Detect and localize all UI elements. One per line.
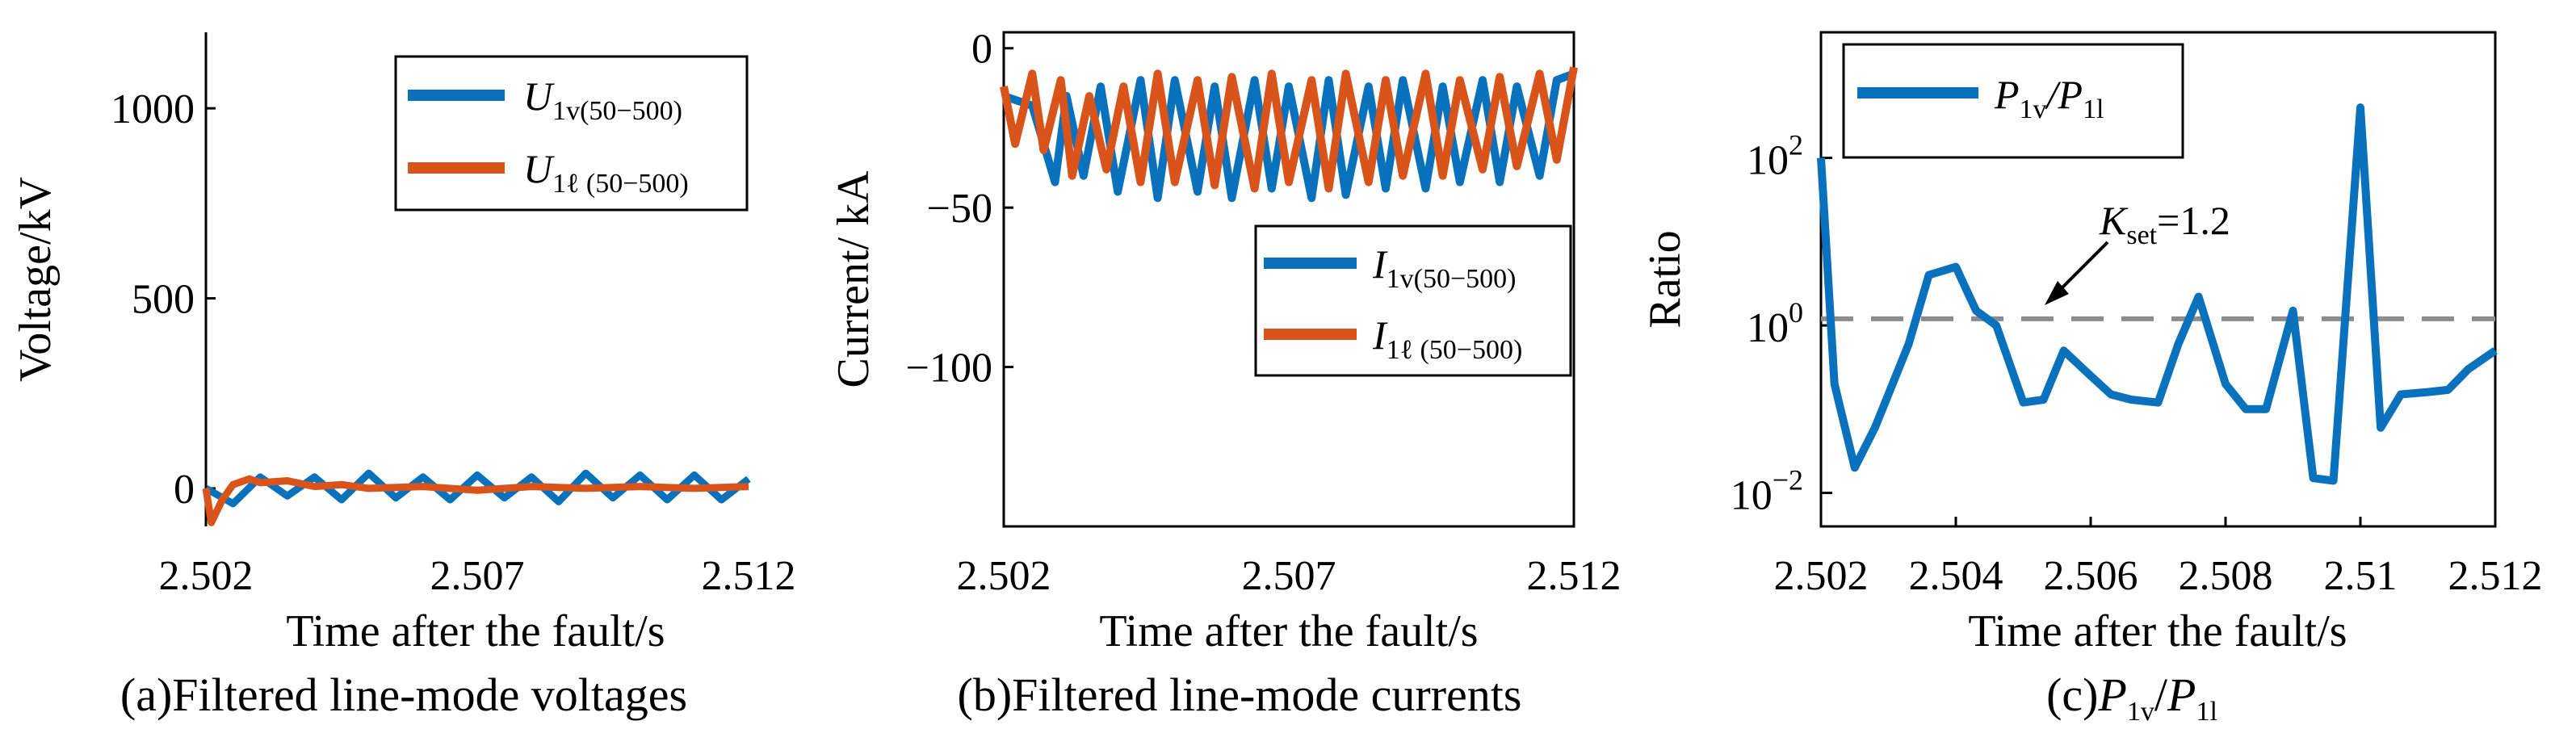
b-ytick-label: −50 [927,186,992,232]
a-series-line-0 [203,469,751,508]
threshold-arrow [2054,241,2109,296]
svg-text:U1ℓ (50−500): U1ℓ (50−500) [523,146,689,199]
c-series-line-0 [1817,103,2498,485]
b-xtick-label: 2.507 [1242,553,1336,599]
legend-a-label-0: U [523,73,555,119]
c-xtick-label: 2.502 [1774,553,1869,599]
svg-text:I1v(50−500): I1v(50−500) [1372,241,1516,294]
a-series-line-1 [202,475,749,526]
panel-a-legend: U1v(50−500) U1ℓ (50−500) [394,55,749,212]
legend-a-label-1: U [523,146,555,191]
c-ytick-label: 10−2 [1731,464,1803,519]
legend-b-sub-0: 1v(50−500) [1387,264,1517,294]
threshold-arrowhead [2045,281,2069,305]
threshold-label-value: =1.2 [2157,198,2230,243]
b-ytick-label: −100 [906,346,992,392]
c-xtick-label: 2.51 [2324,553,2398,599]
c-xtick-label: 2.506 [2044,553,2138,599]
a-ytick-label: 0 [174,467,195,513]
panel-a-caption: (a)Filtered line-mode voltages [120,668,687,721]
panel-c-ylabel: Ratio [1640,230,1690,328]
panel-c: 102 100 10−2 2.502 2.504 2.506 2.508 2.51 2.512… [1640,31,2543,727]
c-xtick-label: 2.504 [1909,553,2003,599]
threshold-annotation: Kset=1.2 [2045,198,2230,305]
a-ytick-label: 500 [132,277,195,323]
threshold-label-main: K [2099,198,2129,243]
panel-b: 0 −50 −100 2.502 2.507 2.512 Current/ kA Tim… [829,27,1622,721]
svg-text:I1ℓ (50−500): I1ℓ (50−500) [1372,312,1522,365]
panel-b-caption: (b)Filtered line-mode currents [958,668,1522,721]
c-ytick-label: 100 [1747,296,1803,351]
c-xtick-label: 2.508 [2179,553,2273,599]
c-xtick-label: 2.512 [2448,553,2543,599]
panel-a-ylabel: Voltage/kV [10,177,61,382]
legend-a-sub-1: 1ℓ (50−500) [552,169,689,199]
panel-c-caption: (c)P1v/P1l [2046,668,2217,727]
legend-a-sub-0: 1v(50−500) [552,96,682,126]
panel-c-legend: P1v/P1l [1842,43,2184,159]
legend-b-label-1: I [1372,312,1388,358]
panel-b-legend: I1v(50−500) I1ℓ (50−500) [1254,224,1572,377]
b-xtick-label: 2.502 [957,553,1051,599]
panel-a-xlabel: Time after the fault/s [286,606,665,656]
legend-b-sub-1: 1ℓ (50−500) [1387,335,1523,365]
svg-text:P1v/P1l: P1v/P1l [1994,72,2104,124]
b-ytick-label: 0 [971,27,992,73]
legend-b-label-0: I [1372,241,1388,287]
svg-text:U1v(50−500): U1v(50−500) [523,73,682,126]
panel-c-xlabel: Time after the fault/s [1968,606,2347,656]
a-xtick-label: 2.502 [159,553,254,599]
a-xtick-label: 2.512 [702,553,796,599]
panel-b-ylabel: Current/ kA [829,170,879,388]
a-xtick-label: 2.507 [430,553,525,599]
b-series-line-0 [1002,69,1575,203]
panel-b-xlabel: Time after the fault/s [1099,606,1478,656]
c-ytick-label: 102 [1747,129,1803,184]
panel-c-caption-prefix: (c) [2046,668,2098,721]
b-series-line-1 [1000,66,1578,193]
panel-a: 0 500 1000 2.502 2.507 2.512 Voltage/kV Time… [10,32,796,721]
b-xtick-label: 2.512 [1527,553,1622,599]
a-ytick-label: 1000 [111,86,195,132]
threshold-label-sub: set [2126,220,2157,250]
svg-text:Kset=1.2: Kset=1.2 [2099,198,2230,250]
